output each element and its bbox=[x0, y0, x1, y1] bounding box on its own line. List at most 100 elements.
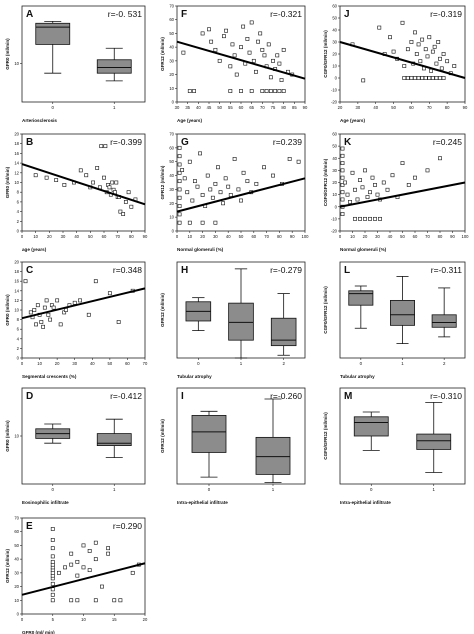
data-point bbox=[50, 554, 55, 559]
data-point bbox=[180, 168, 185, 172]
x-axis-label: Eosinophilic infiltrate bbox=[22, 500, 69, 505]
data-point bbox=[75, 598, 80, 603]
data-point bbox=[51, 305, 56, 310]
data-point bbox=[434, 61, 439, 66]
y-tick-label: 20 bbox=[169, 201, 174, 206]
data-point bbox=[100, 584, 104, 589]
data-point bbox=[262, 53, 267, 58]
y-tick-label: 60 bbox=[14, 529, 19, 534]
y-tick-label: 30 bbox=[332, 40, 337, 45]
data-point bbox=[360, 185, 365, 190]
x-tick-label: 1 bbox=[401, 361, 404, 366]
data-point bbox=[56, 570, 61, 575]
x-tick-label: 10 bbox=[33, 234, 38, 239]
plot-frame bbox=[21, 261, 146, 359]
data-point bbox=[239, 45, 243, 50]
data-point bbox=[50, 559, 55, 564]
data-point bbox=[441, 52, 446, 56]
y-tick-label: 10 bbox=[14, 180, 19, 185]
x-axis-label: Tubular atrophy bbox=[340, 374, 375, 379]
data-point bbox=[44, 298, 49, 303]
data-point bbox=[177, 162, 182, 167]
panel-letter: M bbox=[344, 391, 352, 402]
data-point bbox=[126, 190, 131, 195]
data-point bbox=[110, 180, 115, 185]
y-tick-label: 6 bbox=[17, 199, 20, 204]
data-point bbox=[340, 183, 345, 187]
y-tick-label: 60 bbox=[169, 17, 174, 22]
x-tick-label: 0 bbox=[370, 487, 373, 492]
data-point bbox=[247, 50, 252, 55]
data-point bbox=[48, 317, 53, 322]
data-point bbox=[33, 173, 38, 178]
y-tick-label: 10 bbox=[169, 86, 174, 91]
data-point bbox=[69, 562, 74, 567]
data-point bbox=[99, 144, 104, 149]
data-point bbox=[106, 551, 111, 556]
y-axis-label: GFR0 (ml/min) bbox=[5, 420, 10, 452]
y-tick-label: 30 bbox=[169, 58, 174, 63]
y-tick-label: 30 bbox=[332, 168, 337, 173]
data-point bbox=[438, 76, 442, 80]
data-point bbox=[296, 159, 301, 164]
data-point bbox=[434, 76, 439, 80]
data-point bbox=[340, 190, 345, 195]
data-point bbox=[416, 42, 421, 47]
x-tick-label: 20 bbox=[55, 361, 60, 366]
x-tick-label: 0 bbox=[21, 361, 24, 366]
data-point bbox=[271, 58, 275, 63]
x-tick-label: 70 bbox=[427, 105, 432, 110]
data-point bbox=[177, 220, 182, 225]
correlation-label: r=-0.260 bbox=[270, 391, 302, 401]
data-point bbox=[413, 30, 417, 35]
y-axis-label: GFR12 (ml/min) bbox=[160, 293, 165, 327]
x-tick-label: 40 bbox=[388, 234, 393, 239]
data-point bbox=[266, 42, 271, 47]
data-point bbox=[44, 175, 49, 180]
data-point bbox=[69, 551, 74, 556]
data-point bbox=[28, 310, 33, 315]
y-tick-label: 10 bbox=[14, 61, 19, 66]
y-tick-label: 6 bbox=[17, 327, 20, 332]
x-tick-label: 30 bbox=[213, 234, 218, 239]
data-point bbox=[405, 47, 410, 52]
data-point bbox=[262, 165, 266, 170]
data-point bbox=[23, 279, 28, 284]
y-tick-label: 10 bbox=[14, 308, 19, 313]
panel-letter: C bbox=[26, 265, 33, 276]
x-tick-label: 50 bbox=[400, 234, 405, 239]
regression-line bbox=[21, 287, 146, 320]
data-point bbox=[373, 183, 377, 187]
panel-letter: L bbox=[344, 265, 350, 276]
data-point bbox=[388, 35, 392, 40]
y-axis-label: GFR12 (ml/min) bbox=[160, 419, 165, 453]
plot-frame bbox=[21, 5, 146, 103]
data-point bbox=[216, 165, 220, 170]
y-tick-label: 70 bbox=[14, 516, 19, 521]
data-point bbox=[200, 31, 205, 36]
data-point bbox=[385, 187, 390, 192]
y-tick-label: 18 bbox=[14, 141, 19, 146]
y-tick-label: 10 bbox=[332, 64, 337, 69]
x-axis-label: Intra-epithelial infiltrate bbox=[177, 500, 228, 505]
data-point bbox=[228, 89, 233, 93]
x-tick-label: 0 bbox=[52, 105, 55, 110]
y-tick-label: 70 bbox=[169, 4, 174, 9]
data-point bbox=[208, 187, 213, 192]
x-tick-label: 5 bbox=[52, 617, 55, 622]
data-point bbox=[103, 144, 108, 149]
x-tick-label: 90 bbox=[290, 234, 295, 239]
x-tick-label: 60 bbox=[409, 105, 414, 110]
data-point bbox=[187, 89, 192, 93]
data-point bbox=[430, 49, 435, 54]
data-point bbox=[177, 195, 182, 200]
data-point bbox=[213, 47, 218, 52]
x-tick-label: 30 bbox=[72, 361, 77, 366]
data-point bbox=[368, 216, 372, 221]
x-tick-label: 80 bbox=[281, 105, 286, 110]
x-tick-label: 0 bbox=[339, 234, 342, 239]
